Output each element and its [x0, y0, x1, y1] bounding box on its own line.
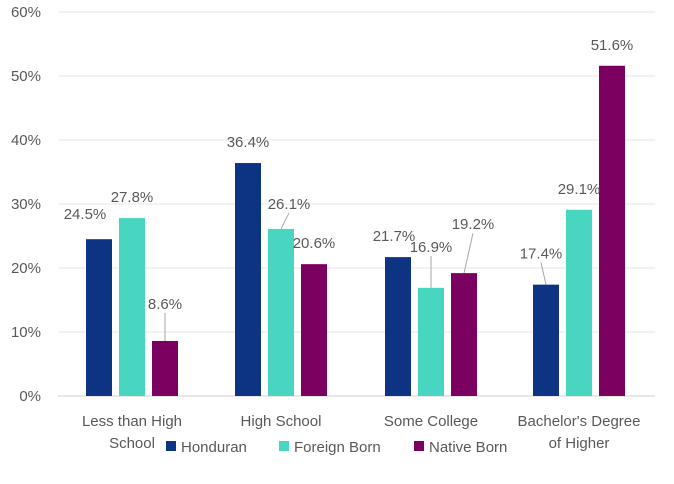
data-label: 29.1%: [558, 181, 601, 198]
bar-honduran: [533, 284, 559, 396]
bar-native-born: [451, 273, 477, 396]
y-axis: 0% 10% 20% 30% 40% 50% 60%: [11, 4, 41, 405]
y-tick-label: 30%: [11, 196, 41, 213]
x-axis: Less than High School High School Some Coll…: [82, 413, 641, 452]
y-tick-label: 50%: [11, 68, 41, 85]
bar-honduran: [86, 239, 112, 396]
leader-line: [280, 212, 290, 230]
legend-label: Foreign Born: [294, 439, 381, 456]
y-tick-label: 20%: [11, 260, 41, 277]
data-label: 26.1%: [268, 196, 311, 213]
data-label: 8.6%: [148, 296, 182, 313]
x-category-label: Bachelor's Degree: [518, 413, 641, 430]
legend: Honduran Foreign Born Native Born: [166, 439, 507, 456]
gridlines: [58, 11, 655, 397]
data-label: 20.6%: [293, 235, 336, 252]
data-label: 17.4%: [520, 246, 563, 263]
x-category-label: Less than High: [82, 413, 182, 430]
data-label: 21.7%: [373, 228, 416, 245]
y-tick-label: 10%: [11, 324, 41, 341]
x-category-label: High School: [241, 413, 322, 430]
y-tick-label: 60%: [11, 4, 41, 21]
legend-label: Honduran: [181, 439, 247, 456]
leader-line: [540, 262, 547, 285]
data-label: 27.8%: [111, 189, 154, 206]
bar-native-born: [152, 340, 178, 396]
bar-foreign-born: [268, 228, 294, 396]
bar-honduran: [235, 163, 261, 396]
bar-native-born: [599, 65, 625, 396]
bar-foreign-born: [566, 209, 592, 396]
y-tick-label: 40%: [11, 132, 41, 149]
bars: [86, 65, 625, 396]
data-labels: 24.5% 36.4% 21.7% 17.4% 27.8% 26.1% 16.9% 29.1%…: [64, 37, 634, 313]
x-category-label: Some College: [384, 413, 478, 430]
y-tick-label: 0%: [19, 388, 41, 405]
legend-label: Native Born: [429, 439, 507, 456]
legend-swatch: [279, 441, 289, 451]
x-category-label: of Higher: [549, 435, 610, 452]
data-label: 36.4%: [227, 134, 270, 151]
bar-foreign-born: [418, 287, 444, 396]
data-label: 16.9%: [410, 239, 453, 256]
legend-swatch: [166, 441, 176, 451]
data-label: 51.6%: [591, 37, 634, 54]
bar-foreign-born: [119, 218, 145, 396]
data-label: 24.5%: [64, 206, 107, 223]
bar-native-born: [301, 264, 327, 396]
data-label: 19.2%: [452, 216, 495, 233]
leader-line: [463, 233, 474, 274]
bar-honduran: [385, 257, 411, 396]
legend-swatch: [414, 441, 424, 451]
label-leader-lines: [164, 212, 547, 341]
x-category-label: School: [109, 435, 155, 452]
